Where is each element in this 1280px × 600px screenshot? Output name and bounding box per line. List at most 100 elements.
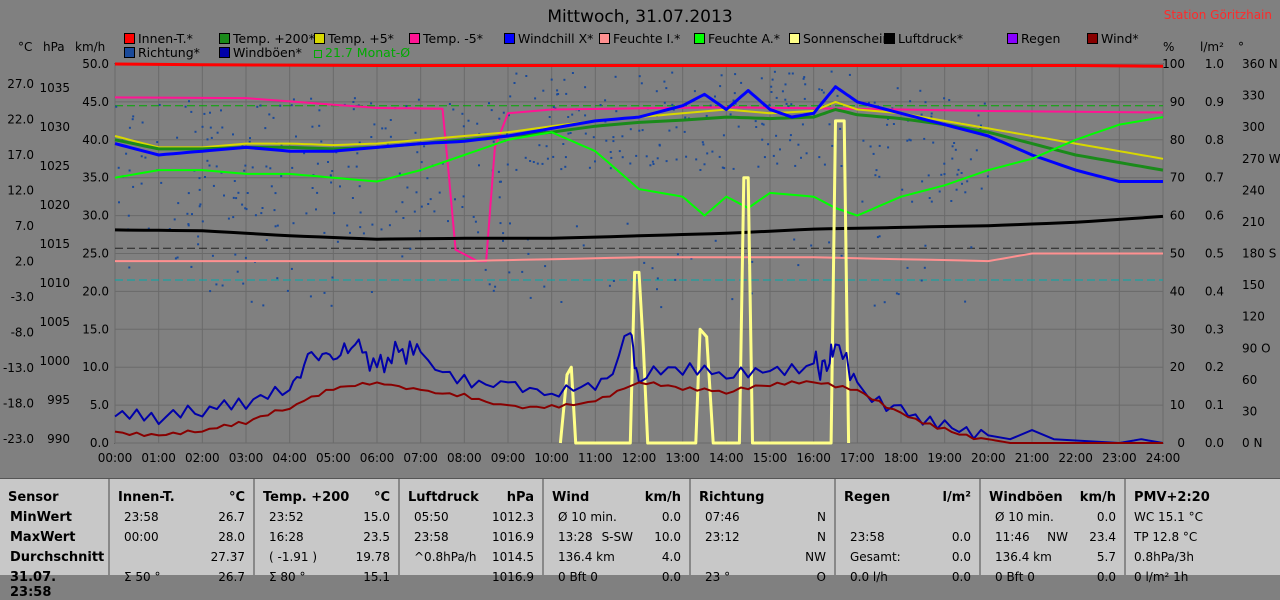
legend-item: Richtung* bbox=[124, 45, 200, 60]
direction-point bbox=[919, 89, 922, 92]
direction-point bbox=[498, 196, 501, 199]
table-column: Regen l/m² 23:58 0.0 Gesamt: 0.0 0.0 l/h 0.0 bbox=[834, 479, 979, 584]
direction-point bbox=[921, 180, 924, 183]
direction-point bbox=[651, 160, 654, 163]
legend-item: Sonnenschein bbox=[789, 31, 890, 46]
direction-point bbox=[502, 239, 504, 242]
cell-value: 1014.5 bbox=[492, 550, 534, 564]
direction-point bbox=[352, 101, 355, 103]
direction-point bbox=[924, 244, 927, 247]
direction-point bbox=[128, 169, 131, 172]
direction-tick-label: 240 bbox=[1242, 183, 1265, 197]
direction-point bbox=[695, 158, 698, 161]
direction-point bbox=[750, 292, 753, 295]
direction-point bbox=[635, 154, 638, 157]
direction-point bbox=[706, 152, 709, 155]
direction-point bbox=[426, 177, 429, 180]
direction-point bbox=[320, 140, 323, 143]
direction-point bbox=[508, 271, 511, 274]
rain-tick-label: 0.7 bbox=[1205, 171, 1224, 185]
legend-item: Wind* bbox=[1087, 31, 1139, 46]
table-row: Σ 50 ° 26.7 bbox=[118, 570, 245, 588]
direction-point bbox=[690, 257, 693, 260]
direction-point bbox=[822, 91, 825, 94]
direction-point bbox=[663, 80, 666, 83]
direction-point bbox=[506, 163, 509, 166]
wind-tick-label: 10.0 bbox=[82, 360, 109, 374]
direction-point bbox=[370, 102, 373, 105]
direction-point bbox=[244, 256, 247, 259]
direction-point bbox=[784, 83, 787, 86]
direction-point bbox=[243, 169, 246, 172]
time-tick-label: 02:00 bbox=[185, 451, 220, 465]
direction-point bbox=[961, 182, 963, 185]
direction-point bbox=[147, 227, 150, 230]
direction-point bbox=[448, 103, 451, 105]
cell-value: 23.5 bbox=[363, 530, 390, 544]
temp-tick-label: 27.0 bbox=[7, 77, 34, 91]
direction-tick-label: 120 bbox=[1242, 310, 1265, 324]
direction-point bbox=[234, 253, 237, 256]
humidity-tick-label: 30 bbox=[1170, 322, 1185, 336]
direction-point bbox=[699, 169, 702, 171]
time-tick-label: 17:00 bbox=[840, 451, 875, 465]
direction-point bbox=[268, 113, 271, 116]
time-tick-label: 00:00 bbox=[98, 451, 133, 465]
direction-point bbox=[262, 304, 265, 307]
legend-label: Regen bbox=[1021, 31, 1061, 46]
direction-point bbox=[737, 125, 740, 128]
direction-point bbox=[187, 192, 190, 195]
pressure-tick-label: 1030 bbox=[39, 120, 70, 134]
direction-point bbox=[250, 300, 253, 303]
direction-point bbox=[740, 81, 743, 84]
humidity-tick-label: 0 bbox=[1177, 436, 1185, 450]
direction-point bbox=[359, 211, 362, 214]
direction-point bbox=[198, 188, 201, 191]
direction-point bbox=[805, 152, 808, 155]
direction-point bbox=[140, 182, 143, 185]
direction-tick-label: 150 bbox=[1242, 278, 1265, 292]
wind-tick-label: 40.0 bbox=[82, 133, 109, 147]
direction-point bbox=[828, 123, 831, 126]
direction-point bbox=[211, 254, 214, 257]
table-row: 23:58 0.0 bbox=[844, 530, 971, 548]
table-row: 1016.9 bbox=[408, 570, 534, 588]
direction-point bbox=[331, 276, 334, 279]
direction-point bbox=[720, 74, 723, 77]
wind-tick-label: 25.0 bbox=[82, 247, 109, 261]
direction-point bbox=[584, 114, 587, 117]
table-row: 07:46 N bbox=[699, 510, 826, 528]
direction-point bbox=[604, 120, 607, 123]
temp-tick-label: -13.0 bbox=[3, 361, 34, 375]
direction-point bbox=[729, 113, 732, 116]
direction-point bbox=[290, 104, 293, 107]
direction-point bbox=[548, 116, 551, 118]
direction-point bbox=[417, 98, 420, 101]
direction-point bbox=[775, 96, 778, 99]
series-line bbox=[114, 96, 1164, 263]
direction-point bbox=[194, 130, 197, 133]
direction-point bbox=[244, 164, 247, 167]
direction-point bbox=[259, 104, 262, 107]
direction-point bbox=[209, 290, 212, 293]
legend-swatch bbox=[694, 33, 705, 44]
direction-point bbox=[875, 169, 878, 172]
table-row: 05:50 1012.3 bbox=[408, 510, 534, 528]
time-tick-label: 19:00 bbox=[927, 451, 962, 465]
cell-value: 0.0 bbox=[661, 510, 681, 524]
direction-point bbox=[132, 115, 135, 118]
direction-point bbox=[671, 103, 674, 106]
direction-point bbox=[943, 162, 946, 165]
axis-header-celsius: °C bbox=[18, 40, 33, 54]
direction-point bbox=[311, 125, 314, 128]
direction-point bbox=[932, 141, 935, 144]
direction-point bbox=[571, 113, 574, 116]
pressure-tick-label: 995 bbox=[47, 393, 70, 407]
direction-point bbox=[316, 162, 319, 165]
cell-time: 07:46 bbox=[705, 510, 740, 524]
direction-point bbox=[494, 285, 497, 288]
table-row: TP 12.8 °C bbox=[1134, 530, 1272, 548]
direction-point bbox=[674, 278, 677, 281]
direction-point bbox=[309, 295, 312, 298]
direction-point bbox=[621, 135, 624, 138]
